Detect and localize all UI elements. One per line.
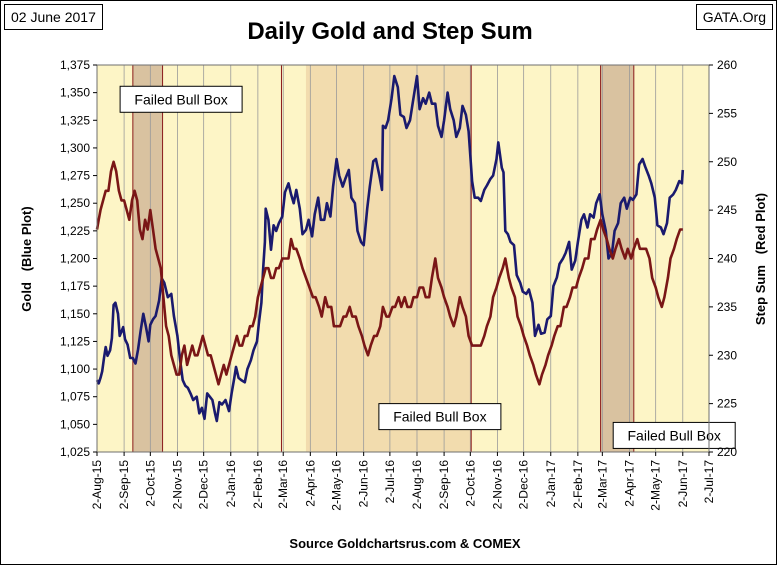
y-axis-right-title: Step Sum (Red Plot) xyxy=(753,193,768,325)
left-tick-label: 1,225 xyxy=(60,224,90,238)
left-tick-label: 1,375 xyxy=(60,58,90,72)
annotation-label: Failed Bull Box xyxy=(628,427,721,443)
x-tick-label: 2-May-17 xyxy=(649,460,663,511)
x-tick-label: 2-Apr-17 xyxy=(622,460,636,507)
left-tick-label: 1,175 xyxy=(60,279,90,293)
left-tick-label: 1,350 xyxy=(60,86,90,100)
x-tick-label: 2-Aug-15 xyxy=(90,460,104,510)
right-tick-label: 220 xyxy=(717,445,737,459)
x-tick-label: 2-Jan-17 xyxy=(544,460,558,508)
chart-title: Daily Gold and Step Sum xyxy=(247,18,532,45)
x-tick-label: 2-Sep-15 xyxy=(117,460,131,510)
right-tick-label: 245 xyxy=(717,203,737,217)
x-tick-label: 2-Dec-15 xyxy=(197,460,211,510)
x-tick-label: 2-Apr-16 xyxy=(303,460,317,507)
right-tick-label: 240 xyxy=(717,252,737,266)
series-lines xyxy=(95,74,685,423)
x-tick-label: 2-Jun-17 xyxy=(676,460,690,508)
left-tick-label: 1,300 xyxy=(60,141,90,155)
annotation-box xyxy=(119,85,243,113)
right-tick-label: 230 xyxy=(717,348,737,362)
left-axis: 1,025 1,050 1,075 1,100 1,125 1,150 1,175 1,200… xyxy=(60,58,97,459)
left-tick-label: 1,325 xyxy=(60,113,90,127)
x-tick-label: 2-Jan-16 xyxy=(224,460,238,508)
annotation-label: Failed Bull Box xyxy=(134,91,227,107)
y-axis-left-title: Gold (Blue Plot) xyxy=(19,206,34,311)
shaded-region xyxy=(305,65,472,452)
right-tick-label: 260 xyxy=(717,58,737,72)
shaded-region xyxy=(600,65,634,452)
annotations: Failed Bull Box Failed Bull Box Failed Bul… xyxy=(119,85,736,449)
x-tick-label: 2-Nov-16 xyxy=(490,460,504,510)
x-tick-label: 2-Dec-16 xyxy=(517,460,531,510)
x-tick-label: 2-Feb-17 xyxy=(571,460,585,509)
right-axis: 220 225 230 235 240 245 250 255 260 xyxy=(709,58,737,459)
left-tick-label: 1,250 xyxy=(60,196,90,210)
gold-series-line xyxy=(95,74,685,423)
right-tick-label: 255 xyxy=(717,106,737,120)
annotation-label: Failed Bull Box xyxy=(393,409,486,425)
left-tick-label: 1,125 xyxy=(60,334,90,348)
left-tick-label: 1,025 xyxy=(60,445,90,459)
x-tick-label: 2-Jun-16 xyxy=(357,460,371,508)
left-tick-label: 1,200 xyxy=(60,252,90,266)
x-axis: 2-Aug-15 2-Sep-15 2-Oct-15 2-Nov-15 2-Dec-15… xyxy=(90,452,716,511)
x-tick-label: 2-Mar-16 xyxy=(276,460,290,509)
left-tick-label: 1,075 xyxy=(60,390,90,404)
x-tick-label: 2-Jul-16 xyxy=(383,460,397,504)
site-label: GATA.Org xyxy=(695,4,773,30)
x-tick-label: 2-May-16 xyxy=(330,460,344,511)
left-tick-label: 1,050 xyxy=(60,417,90,431)
x-tick-label: 2-Mar-17 xyxy=(595,460,609,509)
x-tick-label: 2-Oct-15 xyxy=(143,460,157,507)
x-tick-label: 2-Jul-17 xyxy=(702,460,716,504)
annotation-box xyxy=(378,403,502,431)
x-tick-label: 2-Oct-16 xyxy=(463,460,477,507)
right-tick-label: 250 xyxy=(717,155,737,169)
step-sum-series-line xyxy=(95,160,683,386)
right-tick-label: 235 xyxy=(717,300,737,314)
x-tick-label: 2-Aug-16 xyxy=(410,460,424,510)
x-tick-label: 2-Feb-16 xyxy=(251,460,265,509)
source-label: Source Goldchartsrus.com & COMEX xyxy=(289,536,520,551)
left-tick-label: 1,150 xyxy=(60,307,90,321)
x-tick-label: 2-Sep-16 xyxy=(437,460,451,510)
left-tick-label: 1,100 xyxy=(60,362,90,376)
right-tick-label: 225 xyxy=(717,397,737,411)
date-label: 02 June 2017 xyxy=(4,4,103,30)
x-tick-label: 2-Nov-15 xyxy=(170,460,184,510)
left-tick-label: 1,275 xyxy=(60,169,90,183)
plot-area: Failed Bull Box Failed Bull Box Failed Bul… xyxy=(95,64,736,453)
annotation-box xyxy=(612,421,736,449)
